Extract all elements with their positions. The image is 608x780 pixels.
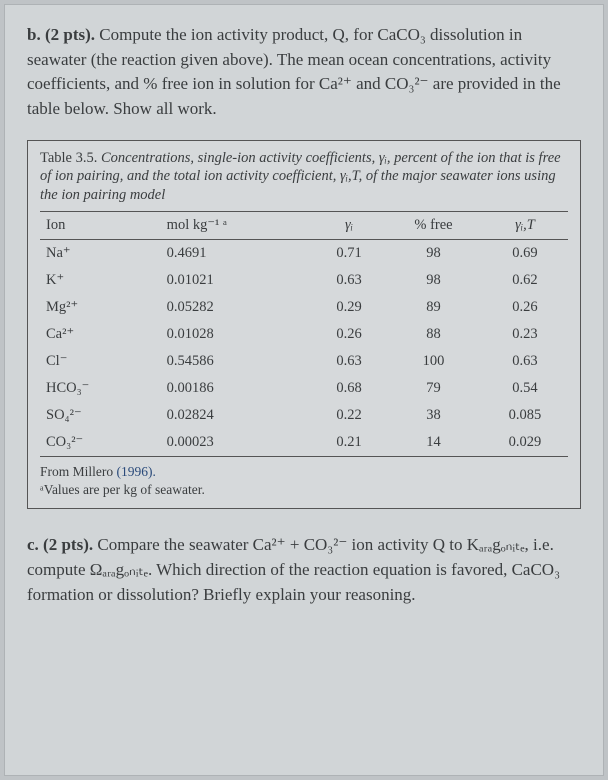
table-cell: 0.4691 — [147, 240, 313, 268]
col-ion: Ion — [40, 212, 147, 240]
table-cell: 0.085 — [482, 402, 568, 429]
table-cell: 0.63 — [482, 348, 568, 375]
table-row: CO₃²⁻0.000230.21140.029 — [40, 429, 568, 457]
col-gamma-i: γᵢ — [313, 212, 385, 240]
table-body: Na⁺0.46910.71980.69K⁺0.010210.63980.62Mg… — [40, 240, 568, 457]
question-c-text: Compare the seawater Ca²⁺ + CO₃²⁻ ion ac… — [27, 535, 560, 603]
table-cell: Mg²⁺ — [40, 294, 147, 321]
col-gamma-it: γᵢ,T — [482, 212, 568, 240]
footnote-a: ᵃValues are per kg of seawater. — [40, 482, 205, 497]
table-cell: 0.54 — [482, 375, 568, 402]
table-cell: 0.68 — [313, 375, 385, 402]
question-c-label: c. (2 pts). — [27, 535, 93, 554]
table-caption: Table 3.5. Concentrations, single-ion ac… — [40, 149, 568, 206]
table-row: K⁺0.010210.63980.62 — [40, 267, 568, 294]
col-conc: mol kg⁻¹ ᵃ — [147, 212, 313, 240]
table-cell: 38 — [385, 402, 482, 429]
table-cell: 0.00186 — [147, 375, 313, 402]
table-row: HCO₃⁻0.001860.68790.54 — [40, 375, 568, 402]
table-row: SO₄²⁻0.028240.22380.085 — [40, 402, 568, 429]
table-cell: Ca²⁺ — [40, 321, 147, 348]
question-b-label: b. (2 pts). — [27, 25, 95, 44]
page-container: b. (2 pts). Compute the ion activity pro… — [4, 4, 604, 776]
table-cell: HCO₃⁻ — [40, 375, 147, 402]
table-cell: 0.23 — [482, 321, 568, 348]
table-cell: 0.26 — [313, 321, 385, 348]
table-cell: K⁺ — [40, 267, 147, 294]
footnote-year: (1996). — [117, 464, 156, 479]
table-cell: 79 — [385, 375, 482, 402]
table-cell: 0.71 — [313, 240, 385, 268]
table-cell: 0.02824 — [147, 402, 313, 429]
table-cell: 0.05282 — [147, 294, 313, 321]
table-box: Table 3.5. Concentrations, single-ion ac… — [27, 140, 581, 510]
table-cell: 89 — [385, 294, 482, 321]
table-cell: 0.63 — [313, 348, 385, 375]
table-cell: 88 — [385, 321, 482, 348]
table-number: Table 3.5. — [40, 150, 97, 166]
table-cell: 0.54586 — [147, 348, 313, 375]
footnote-from: From Millero — [40, 464, 117, 479]
col-pct-free: % free — [385, 212, 482, 240]
table-cell: 0.63 — [313, 267, 385, 294]
ion-table: Ion mol kg⁻¹ ᵃ γᵢ % free γᵢ,T Na⁺0.46910… — [40, 211, 568, 457]
table-cell: 0.01028 — [147, 321, 313, 348]
table-footnote: From Millero (1996). ᵃValues are per kg … — [40, 463, 568, 498]
table-cell: 98 — [385, 267, 482, 294]
table-row: Ca²⁺0.010280.26880.23 — [40, 321, 568, 348]
table-cell: CO₃²⁻ — [40, 429, 147, 457]
table-cell: 100 — [385, 348, 482, 375]
question-b: b. (2 pts). Compute the ion activity pro… — [27, 23, 581, 122]
table-cell: 0.22 — [313, 402, 385, 429]
question-b-text: Compute the ion activity product, Q, for… — [27, 25, 561, 118]
question-c: c. (2 pts). Compare the seawater Ca²⁺ + … — [27, 533, 581, 607]
table-cell: Na⁺ — [40, 240, 147, 268]
table-caption-text: Concentrations, single-ion activity coef… — [40, 150, 561, 204]
table-cell: 14 — [385, 429, 482, 457]
table-cell: 0.69 — [482, 240, 568, 268]
table-cell: 0.62 — [482, 267, 568, 294]
table-cell: SO₄²⁻ — [40, 402, 147, 429]
table-cell: 0.01021 — [147, 267, 313, 294]
table-cell: Cl⁻ — [40, 348, 147, 375]
table-cell: 0.029 — [482, 429, 568, 457]
table-cell: 0.29 — [313, 294, 385, 321]
table-header-row: Ion mol kg⁻¹ ᵃ γᵢ % free γᵢ,T — [40, 212, 568, 240]
table-cell: 98 — [385, 240, 482, 268]
table-row: Cl⁻0.545860.631000.63 — [40, 348, 568, 375]
table-row: Mg²⁺0.052820.29890.26 — [40, 294, 568, 321]
table-cell: 0.21 — [313, 429, 385, 457]
table-row: Na⁺0.46910.71980.69 — [40, 240, 568, 268]
table-cell: 0.26 — [482, 294, 568, 321]
table-cell: 0.00023 — [147, 429, 313, 457]
